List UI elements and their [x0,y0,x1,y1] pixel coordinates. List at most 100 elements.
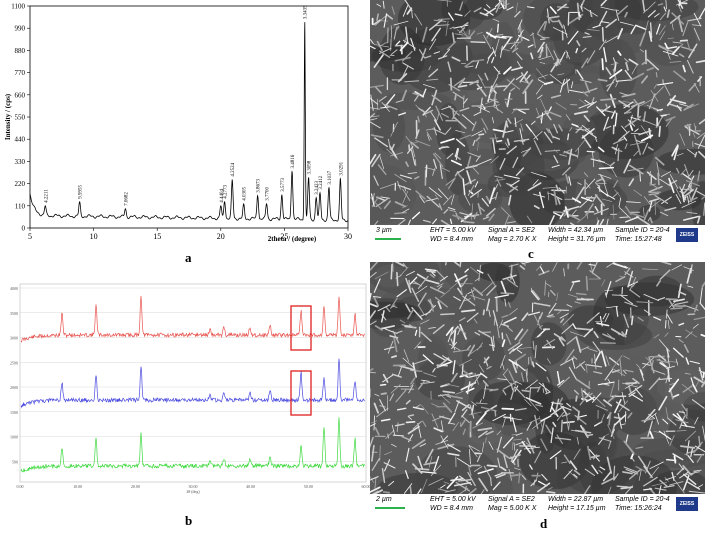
x-tick-label: 20 [217,232,225,241]
sem-flake [379,383,387,386]
sem-flake [678,338,684,344]
sem-flake [509,87,516,92]
sem-flake [552,136,561,140]
sem-flake [409,382,415,388]
sem-shadow [373,102,406,153]
sem-flake [461,403,470,411]
sem-flake [574,301,581,304]
height-value: Height = 31.76 µm [548,236,606,243]
sem-flake [691,24,702,26]
sem-flake [602,313,607,320]
sem-flake [643,465,653,478]
sem-flake [619,216,629,219]
sem-flake [600,191,616,200]
sem-flake [691,399,705,409]
sem-flake [427,134,430,141]
sem-flake [658,339,670,352]
sem-flake [562,166,571,176]
sem-flake [458,479,472,482]
sem-flake [692,132,696,138]
sem-flake [444,262,447,266]
sem-flake [592,341,602,354]
sem-flake [440,435,449,449]
sem-flake [487,273,496,286]
sem-flake [512,156,519,169]
sem-flake [538,480,548,487]
sem-flake [464,60,475,68]
sem-flake [574,429,592,434]
sem-flake [646,171,657,180]
sem-flake [477,141,479,151]
sem-flake [455,130,466,134]
sem-flake [546,339,554,350]
sem-flake [374,137,388,148]
sem-flake [529,417,540,424]
sem-flake [602,198,613,202]
sem-flake [433,127,437,136]
sem-flake [508,194,512,206]
sem-flake [443,481,450,485]
peak-label: 3.3098 [308,160,313,174]
sem-flake [455,148,460,161]
sem-flake [638,130,652,136]
sem-flake [612,204,615,220]
sem-flake [596,220,600,225]
sem-flake [413,280,422,287]
sem-flake [693,316,705,321]
sem-flake [391,6,396,15]
sem-flake [612,57,617,65]
sem-flake [630,25,637,35]
sem-flake [642,111,647,122]
sem-flake [664,42,669,50]
peak-label: 3.2423 [315,180,320,194]
sem-flake [572,355,578,360]
sem-shadow [668,409,705,455]
sem-flake [421,379,430,382]
sem-flake [677,0,684,9]
sem-flake [508,454,521,460]
sem-flake [509,263,519,267]
sem-flake [379,50,391,58]
sem-flake [370,113,376,119]
sem-flake [651,359,654,370]
sem-flake [599,174,606,183]
sem-flake [669,481,684,486]
sem-flake [475,61,479,69]
sem-flake [407,219,411,225]
sem-flake [571,123,579,128]
sem-flake [689,177,693,194]
sem-flake [529,400,539,412]
sem-flake [643,476,658,487]
sem-flake [527,44,534,48]
sem-flake [623,101,634,109]
sem-flake [598,159,612,167]
sem-flake [563,469,573,480]
sem-flake [527,182,542,192]
sem-flake [684,430,697,442]
sem-flake [485,437,487,443]
sem-flake [588,263,596,266]
sem-flake [404,470,409,479]
sem-flake [509,308,518,316]
sem-flake [384,94,396,107]
sem-flake [686,480,701,490]
sem-flake [673,70,687,81]
sem-shadow [491,475,513,494]
sem-flake [628,212,645,219]
sem-flake [633,149,640,157]
sem-flake [408,324,415,329]
sem-flake [571,209,577,216]
y-tick-label: 1000 [10,435,18,440]
sem-flake [415,129,420,139]
sem-flake [443,208,449,214]
sem-flake [394,262,405,267]
sem-flake [689,360,700,364]
sem-flake [605,67,612,76]
sem-flake [557,58,560,66]
sem-flake [392,305,398,308]
sem-flake [508,348,515,355]
sem-flake [634,128,639,133]
sem-flake [414,341,421,350]
sem-flake [427,299,435,308]
sem-flake [563,149,571,154]
